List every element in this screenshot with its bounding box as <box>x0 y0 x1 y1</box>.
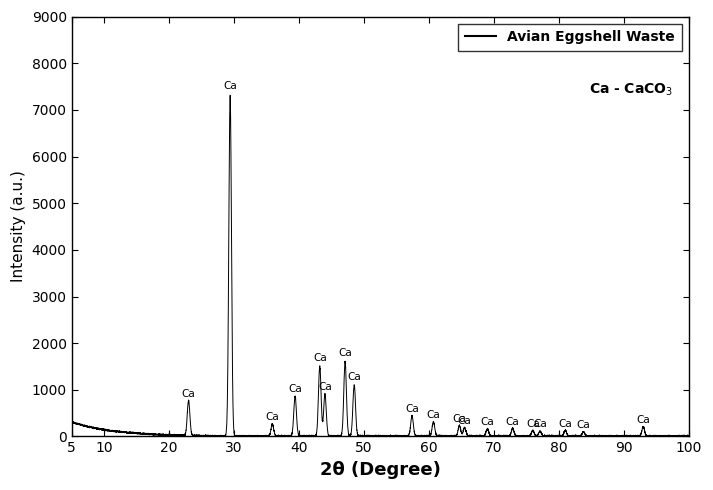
Text: Ca: Ca <box>318 382 332 392</box>
Text: Ca: Ca <box>453 414 466 424</box>
Text: Ca: Ca <box>506 416 520 427</box>
Text: Ca: Ca <box>338 348 352 358</box>
X-axis label: 2θ (Degree): 2θ (Degree) <box>319 461 441 479</box>
Text: Ca: Ca <box>526 418 540 429</box>
Text: Ca - CaCO$_3$: Ca - CaCO$_3$ <box>589 82 672 98</box>
Text: Ca: Ca <box>426 410 441 420</box>
Text: Ca: Ca <box>223 81 237 91</box>
Y-axis label: Intensity (a.u.): Intensity (a.u.) <box>11 171 26 282</box>
Text: Ca: Ca <box>458 416 471 426</box>
Text: Ca: Ca <box>313 353 327 363</box>
Text: Ca: Ca <box>481 417 494 427</box>
Text: Ca: Ca <box>347 372 361 382</box>
Text: Ca: Ca <box>182 389 195 399</box>
Text: Ca: Ca <box>577 420 590 430</box>
Text: Ca: Ca <box>265 413 279 422</box>
Legend: Avian Eggshell Waste: Avian Eggshell Waste <box>458 24 682 51</box>
Text: Ca: Ca <box>288 384 302 394</box>
Text: Ca: Ca <box>558 418 572 429</box>
Text: Ca: Ca <box>637 415 650 425</box>
Text: Ca: Ca <box>533 419 547 429</box>
Text: Ca: Ca <box>405 404 419 414</box>
